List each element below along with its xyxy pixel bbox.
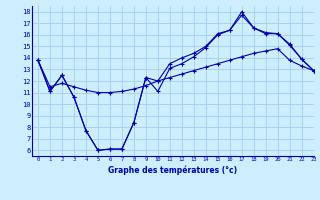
X-axis label: Graphe des températures (°c): Graphe des températures (°c) [108, 165, 237, 175]
